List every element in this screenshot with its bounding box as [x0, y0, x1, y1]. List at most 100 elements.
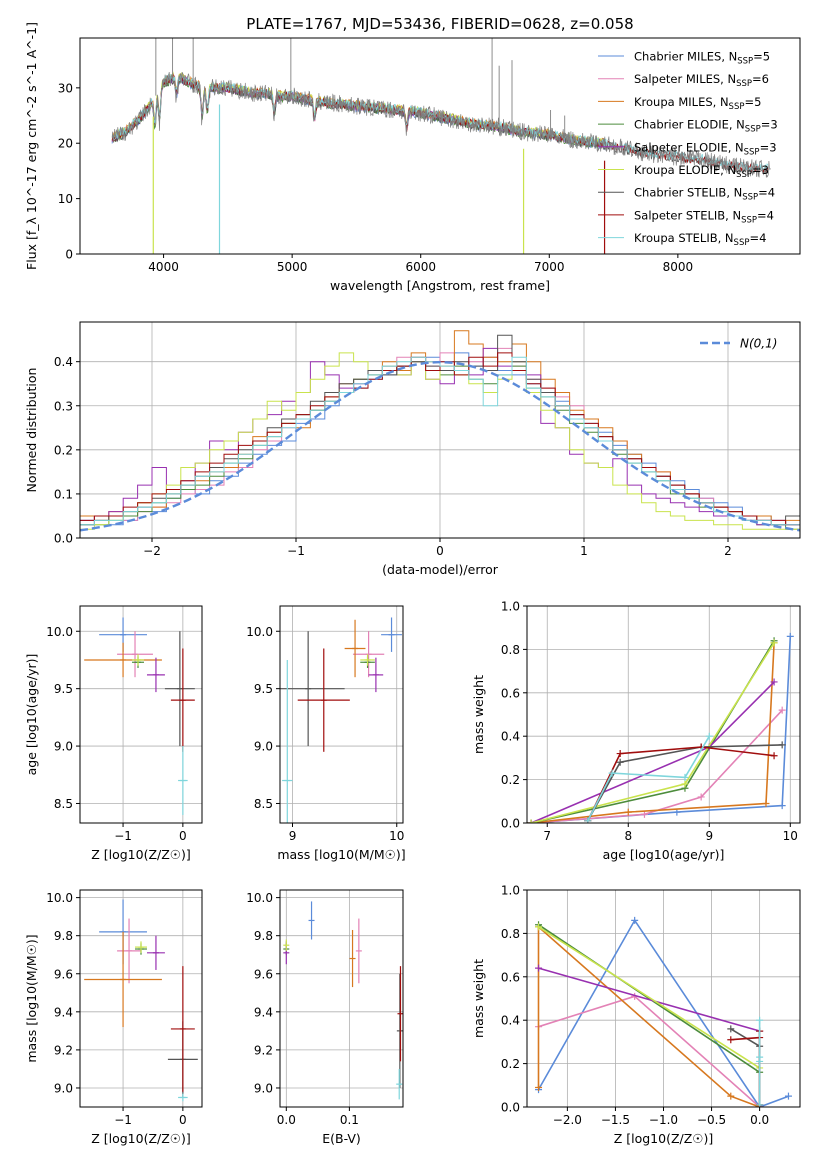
axes-frame: [279, 889, 404, 1108]
series-marker: [770, 752, 778, 760]
axes-age_vs_mass: 9 10 8.5 9.0 9.5 10.0 mass [log10(M/M☉)]: [246, 605, 406, 862]
y-tick-label: 0.4: [54, 355, 73, 369]
x-tick-label: 2: [724, 544, 732, 558]
x-tick-label: −2.0: [553, 1113, 582, 1127]
y-axis-label: Flux [f_λ 10^-17 erg cm^-2 s^-1 A^-1]: [24, 22, 39, 270]
axes-mass_vs_ebv: 0.0 0.1 9.0 9.2 9.4 9.6 9.8 10.0 E(B-V): [246, 889, 404, 1146]
plot-area-weight_vs_age: [527, 632, 794, 823]
axes-mass_vs_Z: −1 0 9.0 9.2 9.4 9.6 9.8 10.0 Z [log10(Z/Z☉)] mas…: [24, 889, 203, 1146]
legend-entry: Kroupa STELIB, NSSP=4: [634, 231, 766, 248]
series-marker: [681, 780, 689, 788]
x-tick-label: 6000: [405, 260, 436, 274]
series-line-chab_elodie: [530, 640, 775, 823]
legend-entry: Salpeter ELODIE, NSSP=3: [634, 140, 777, 157]
series-marker: [786, 632, 794, 640]
plot-area-residuals: [80, 330, 800, 532]
x-tick-label: 0: [179, 829, 187, 843]
y-tick-label: 9.0: [254, 740, 273, 754]
axes-frame: [279, 605, 404, 824]
y-tick-label: 9.5: [254, 682, 273, 696]
y-tick-label: 9.2: [254, 1043, 273, 1057]
plot-area-age_vs_mass: [280, 617, 402, 823]
y-tick-label: 0.8: [501, 927, 520, 941]
y-tick-label: 9.4: [254, 1005, 273, 1019]
axes-frame: [79, 321, 801, 539]
x-tick-label: 1: [580, 544, 588, 558]
y-tick-label: 9.0: [54, 1081, 73, 1095]
legend-entry: N(0,1): [740, 337, 777, 351]
series-marker: [535, 923, 543, 931]
series-marker: [535, 1083, 543, 1091]
series-marker: [608, 769, 616, 777]
axes-weight_vs_age: 7 8 9 10 0.0 0.2 0.4 0.6 0.8 1.0 age [log10(age/yr…: [471, 600, 801, 862]
series-line-chab_stelib: [587, 744, 783, 822]
y-tick-label: 9.5: [54, 682, 73, 696]
x-tick-label: 7: [543, 829, 551, 843]
x-tick-label: −1: [287, 544, 305, 558]
y-tick-label: 9.8: [254, 929, 273, 943]
series-marker: [584, 817, 592, 823]
plot-area-weight_vs_Z: [535, 916, 792, 1107]
x-axis-label: (data-model)/error: [382, 562, 499, 577]
series-marker: [727, 1036, 735, 1044]
y-tick-label: 1.0: [501, 884, 520, 898]
legend-entry: Kroupa MILES, NSSP=5: [634, 95, 761, 112]
series-marker: [770, 639, 778, 647]
y-tick-label: 9.8: [54, 929, 73, 943]
plot-area-mass_vs_ebv: [283, 901, 403, 1100]
axes-frame: [79, 605, 203, 824]
y-tick-label: 30: [58, 81, 73, 95]
axes-weight_vs_Z: −2.0 −1.5 −1.0 −0.5 0.0 0.0 0.2 0.4 0.6 0.8 1.0 Z […: [471, 884, 801, 1146]
x-tick-label: 0.0: [277, 1113, 296, 1127]
y-axis-label: mass weight: [471, 675, 486, 754]
y-tick-label: 0.8: [501, 643, 520, 657]
x-tick-label: −1.5: [601, 1113, 630, 1127]
y-tick-label: 10.0: [246, 891, 273, 905]
series-marker: [681, 773, 689, 781]
x-axis-label: Z [log10(Z/Z☉)]: [91, 847, 191, 862]
series-marker: [727, 1092, 735, 1100]
y-tick-label: 8.5: [54, 797, 73, 811]
y-tick-label: 0.4: [501, 730, 520, 744]
series-line-chab_miles: [531, 636, 792, 823]
y-tick-label: 0.2: [501, 1057, 520, 1071]
axes-spectrum: 4000 5000 6000 7000 8000 0 10 20 30 wavelength [A…: [24, 22, 801, 293]
series-marker: [535, 964, 543, 972]
x-tick-label: −2: [143, 544, 161, 558]
y-tick-label: 10.0: [46, 891, 73, 905]
x-tick-label: −0.5: [697, 1113, 726, 1127]
series-marker: [756, 1016, 764, 1024]
y-tick-label: 10: [58, 192, 73, 206]
axes-frame: [79, 889, 203, 1108]
y-tick-label: 0.6: [501, 970, 520, 984]
data-spectrum-line: [111, 71, 771, 178]
series-marker: [624, 808, 632, 816]
y-tick-label: 9.6: [54, 967, 73, 981]
series-line-salp_elodie: [538, 967, 760, 1032]
plot-area-spectrum: [111, 38, 771, 254]
x-tick-label: 7000: [534, 260, 565, 274]
y-axis-label: age [log10(age/yr)]: [24, 654, 39, 776]
y-tick-label: 9.6: [254, 967, 273, 981]
plot-area-mass_vs_Z: [84, 899, 198, 1102]
y-axis-label: mass weight: [471, 959, 486, 1038]
axes-frame: [79, 37, 801, 255]
y-axis-label: Normed distribution: [24, 368, 39, 493]
x-tick-label: 0: [436, 544, 444, 558]
x-axis-label: mass [log10(M/M☉)]: [277, 847, 405, 862]
series-marker: [640, 810, 648, 818]
x-tick-label: 9: [289, 829, 297, 843]
series-line-krou_miles: [537, 925, 760, 1107]
series-marker: [616, 750, 624, 758]
y-tick-label: 0: [65, 248, 73, 262]
y-tick-label: 9.0: [254, 1081, 273, 1095]
series-marker: [770, 678, 778, 686]
normal-curve: [80, 360, 800, 532]
x-tick-label: 8000: [663, 260, 694, 274]
x-tick-label: 5000: [277, 260, 308, 274]
legend-entry: Kroupa ELODIE, NSSP=3: [634, 163, 769, 180]
legend-entry: Salpeter MILES, NSSP=6: [634, 72, 769, 89]
series-marker: [616, 758, 624, 766]
series-marker: [778, 802, 786, 810]
